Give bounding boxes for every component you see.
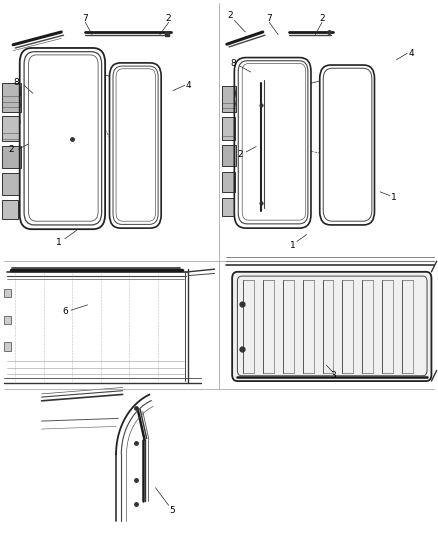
Text: 2: 2 <box>166 14 171 23</box>
Text: 1: 1 <box>56 238 62 247</box>
Bar <box>2 146 21 168</box>
FancyBboxPatch shape <box>232 272 431 381</box>
Text: 1: 1 <box>290 241 296 249</box>
Text: 1: 1 <box>391 193 397 201</box>
Bar <box>222 198 234 216</box>
Text: 7: 7 <box>82 14 88 23</box>
Bar <box>2 116 19 141</box>
Bar <box>222 145 236 166</box>
Text: 3: 3 <box>330 372 336 380</box>
Text: 2: 2 <box>8 145 14 154</box>
Bar <box>222 86 236 112</box>
Text: 4: 4 <box>409 49 414 58</box>
Text: 5: 5 <box>169 506 175 515</box>
Text: 8: 8 <box>14 78 20 87</box>
Bar <box>222 117 235 140</box>
Text: 7: 7 <box>266 14 272 23</box>
Text: 2: 2 <box>319 14 325 23</box>
Bar <box>2 173 19 195</box>
Text: 6: 6 <box>62 308 68 316</box>
Bar <box>4 316 11 324</box>
Text: 8: 8 <box>230 60 236 68</box>
Bar <box>222 172 235 192</box>
Bar <box>4 289 11 297</box>
Bar <box>4 342 11 351</box>
Text: 2: 2 <box>227 12 233 20</box>
Bar <box>2 83 21 112</box>
Text: 4: 4 <box>186 81 191 90</box>
Text: 2: 2 <box>237 150 243 159</box>
Bar <box>2 200 18 219</box>
